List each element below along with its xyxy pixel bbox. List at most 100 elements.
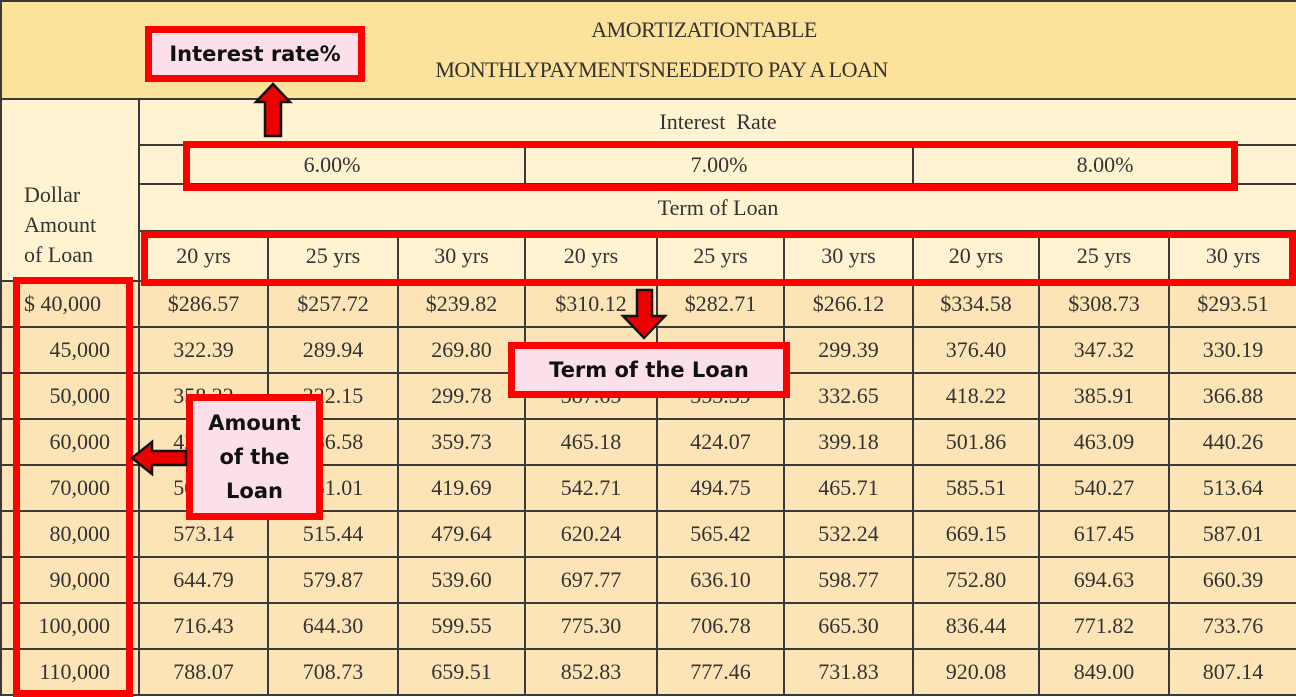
term-header-cell: 30 yrs <box>783 230 914 282</box>
loan-amount-cell: 80,000 <box>0 510 140 558</box>
arrow-up-icon <box>253 82 293 138</box>
payment-cell: 665.30 <box>783 602 914 650</box>
amount-label: Amount of the Loan <box>186 394 323 520</box>
payment-cell: 424.07 <box>656 418 785 466</box>
payment-cell: $266.12 <box>783 280 914 328</box>
payment-cell: 752.80 <box>912 556 1040 604</box>
payment-cell: 465.18 <box>524 418 658 466</box>
payment-cell: 706.78 <box>656 602 785 650</box>
loan-amount-cell: $ 40,000 <box>0 280 140 328</box>
payment-cell: $308.73 <box>1038 280 1170 328</box>
payment-cell: $239.82 <box>397 280 526 328</box>
payment-cell: 636.10 <box>656 556 785 604</box>
term-header-cell: 25 yrs <box>1038 230 1170 282</box>
payment-cell: 494.75 <box>656 464 785 512</box>
payment-cell: 463.09 <box>1038 418 1170 466</box>
payment-cell: 849.00 <box>1038 648 1170 696</box>
interest-rate-label: Interest rate% <box>145 26 365 82</box>
payment-cell: 330.19 <box>1167 326 1296 374</box>
interest-rate-header: Interest Rate <box>137 98 1296 146</box>
payment-cell: 694.63 <box>1038 556 1170 604</box>
term-header-cell: 25 yrs <box>267 230 399 282</box>
amount-header-line: Dollar <box>24 182 81 207</box>
payment-cell: 440.26 <box>1167 418 1296 466</box>
payment-cell: 659.51 <box>397 648 526 696</box>
payment-cell: 775.30 <box>524 602 658 650</box>
title-line-2: MONTHLYPAYMENTSNEEDEDTO PAY A LOAN <box>435 57 888 82</box>
term-label: Term of the Loan <box>508 342 790 398</box>
payment-cell: 376.40 <box>912 326 1040 374</box>
terms-highlight-box <box>141 231 1296 286</box>
payment-cell: 539.60 <box>397 556 526 604</box>
payment-cell: 731.83 <box>783 648 914 696</box>
payment-cell: 385.91 <box>1038 372 1170 420</box>
payment-cell: 532.24 <box>783 510 914 558</box>
payment-cell: 771.82 <box>1038 602 1170 650</box>
payment-cell: 359.73 <box>397 418 526 466</box>
loan-amount-cell: 50,000 <box>0 372 140 420</box>
payment-cell: 565.42 <box>656 510 785 558</box>
term-header-cell: 25 yrs <box>656 230 785 282</box>
arrow-left-icon <box>129 439 188 477</box>
amount-label-line: Amount <box>208 411 301 435</box>
payment-cell: 269.80 <box>397 326 526 374</box>
payment-cell: 617.45 <box>1038 510 1170 558</box>
payment-cell: 807.14 <box>1167 648 1296 696</box>
payment-cell: 587.01 <box>1167 510 1296 558</box>
payment-cell: $293.51 <box>1167 280 1296 328</box>
table-row: 80,000 573.14 515.44 479.64 620.24 565.42 532.… <box>0 510 1296 558</box>
payment-cell: 322.39 <box>138 326 269 374</box>
payment-cell: 542.71 <box>524 464 658 512</box>
payment-cell: $334.58 <box>912 280 1040 328</box>
payment-cell: 579.87 <box>267 556 399 604</box>
payment-cell: 419.69 <box>397 464 526 512</box>
payment-cell: 599.55 <box>397 602 526 650</box>
payment-cell: 418.22 <box>912 372 1040 420</box>
payment-cell: $286.57 <box>138 280 269 328</box>
payment-cell: 501.86 <box>912 418 1040 466</box>
amount-label-line: of the <box>219 445 290 469</box>
table-row: 100,000 716.43 644.30 599.55 775.30 706.78 665… <box>0 602 1296 650</box>
term-header-cell: 20 yrs <box>912 230 1040 282</box>
loan-amount-cell: 90,000 <box>0 556 140 604</box>
payment-cell: 836.44 <box>912 602 1040 650</box>
rate-header: 7.00% <box>524 144 914 185</box>
payment-cell: 585.51 <box>912 464 1040 512</box>
payment-cell: 697.77 <box>524 556 658 604</box>
loan-amount-cell: 70,000 <box>0 464 140 512</box>
payment-cell: 669.15 <box>912 510 1040 558</box>
table-row: $ 40,000 $286.57 $257.72 $239.82 $310.12 $282… <box>0 280 1296 328</box>
table-row: 110,000 788.07 708.73 659.51 852.83 777.46 731… <box>0 648 1296 696</box>
amount-header-line: of Loan <box>24 242 94 267</box>
payment-cell: 366.88 <box>1167 372 1296 420</box>
payment-cell: $257.72 <box>267 280 399 328</box>
payment-cell: 733.76 <box>1167 602 1296 650</box>
amount-header: Dollar Amount of Loan <box>0 98 140 282</box>
payment-cell: 513.64 <box>1167 464 1296 512</box>
payment-cell: 852.83 <box>524 648 658 696</box>
amount-label-line: Loan <box>226 479 283 503</box>
payment-cell: 708.73 <box>267 648 399 696</box>
loan-amount-cell: 60,000 <box>0 418 140 466</box>
payment-cell: 332.65 <box>783 372 914 420</box>
amount-highlight-box <box>13 277 133 697</box>
rates-highlight-box <box>183 141 1238 191</box>
payment-cell: 716.43 <box>138 602 269 650</box>
term-header: Term of Loan <box>137 183 1296 232</box>
rate-header: 6.00% <box>138 144 526 185</box>
payment-cell: 479.64 <box>397 510 526 558</box>
loan-amount-cell: 45,000 <box>0 326 140 374</box>
table-title: AMORTIZATIONTABLE MONTHLYPAYMENTSNEEDEDT… <box>0 0 1296 100</box>
table-row: 90,000 644.79 579.87 539.60 697.77 636.10 598.… <box>0 556 1296 604</box>
payment-cell: 347.32 <box>1038 326 1170 374</box>
payment-cell: 299.78 <box>397 372 526 420</box>
payment-cell: 299.39 <box>783 326 914 374</box>
payment-cell: 777.46 <box>656 648 785 696</box>
payment-cell: 540.27 <box>1038 464 1170 512</box>
payment-cell: 660.39 <box>1167 556 1296 604</box>
payment-cell: 620.24 <box>524 510 658 558</box>
title-line-1: AMORTIZATIONTABLE <box>591 17 817 42</box>
loan-amount-cell: 100,000 <box>0 602 140 650</box>
payment-cell: 644.30 <box>267 602 399 650</box>
